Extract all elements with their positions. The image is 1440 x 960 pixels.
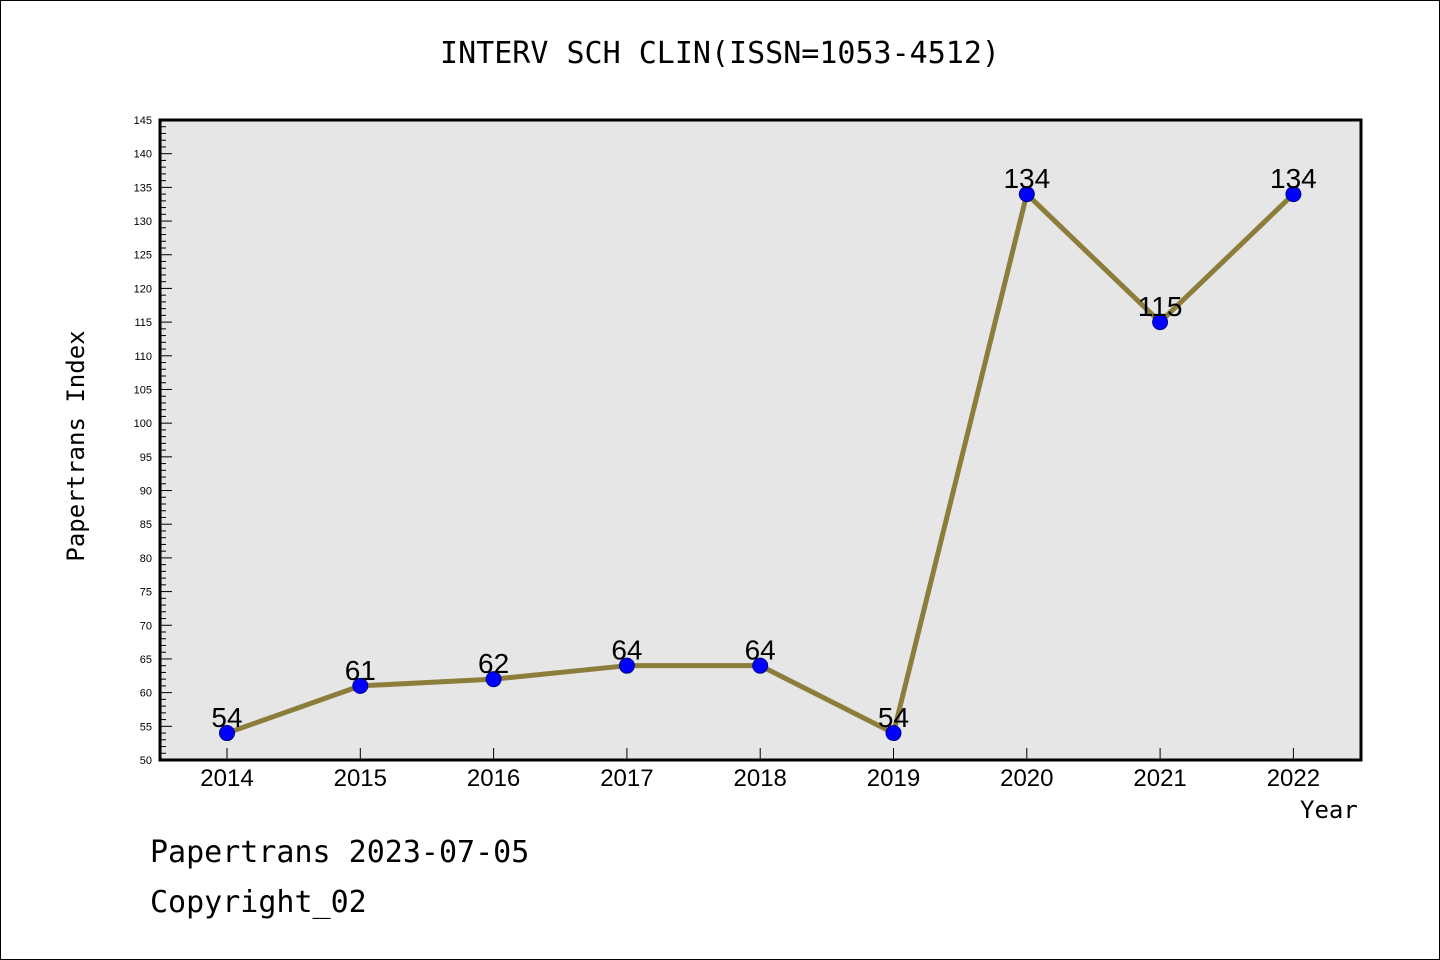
data-label: 62	[478, 648, 509, 679]
footer-date: Papertrans 2023-07-05	[150, 835, 530, 870]
y-tick-label: 145	[134, 115, 152, 127]
data-label: 64	[611, 635, 642, 666]
x-tick-label: 2020	[1000, 765, 1053, 792]
y-tick-label: 140	[134, 149, 152, 161]
y-tick-label: 85	[140, 519, 152, 531]
plot-border	[158, 118, 1363, 762]
y-axis-label: Papertrans Index	[62, 330, 90, 562]
y-tick-label: 105	[134, 384, 152, 396]
x-tick-label: 2017	[600, 765, 653, 792]
x-tick-label: 2022	[1267, 765, 1320, 792]
data-label: 115	[1138, 291, 1183, 322]
data-label: 134	[1270, 163, 1317, 194]
data-label: 54	[211, 702, 242, 733]
y-tick-label: 75	[140, 587, 152, 599]
y-tick-label: 95	[140, 452, 152, 464]
plot-area	[160, 120, 1361, 760]
y-tick-label: 100	[134, 418, 152, 430]
chart-title: INTERV SCH CLIN(ISSN=1053-4512)	[440, 36, 1000, 71]
y-tick-label: 60	[140, 688, 152, 700]
data-point-marker	[485, 671, 502, 688]
data-point-marker	[1152, 314, 1169, 331]
data-point-marker	[885, 725, 902, 742]
y-tick-label: 50	[140, 755, 152, 767]
data-point-marker	[618, 657, 635, 674]
data-label: 64	[745, 635, 776, 666]
x-tick-label: 2016	[467, 765, 520, 792]
x-tick-label: 2021	[1133, 765, 1186, 792]
data-point-marker	[1018, 186, 1035, 203]
y-tick-label: 55	[140, 721, 152, 733]
x-axis: 2014 2015 2016 2017 2018 2019 2020 2021 2022	[200, 748, 1320, 792]
data-point-marker	[219, 725, 235, 742]
x-tick-label: 2014	[200, 765, 253, 792]
x-axis-label: Year	[1300, 796, 1358, 824]
y-tick-label: 65	[140, 654, 152, 666]
y-tick-label: 70	[140, 620, 152, 632]
y-tick-label: 90	[140, 486, 152, 498]
data-label: 61	[345, 655, 376, 686]
x-tick-label: 2018	[734, 765, 787, 792]
data-point-marker	[1285, 186, 1302, 203]
y-tick-label: 80	[140, 553, 152, 565]
y-tick-label: 115	[134, 317, 152, 329]
y-tick-label: 110	[134, 351, 152, 363]
y-tick-label: 120	[134, 283, 152, 295]
data-point-marker	[752, 657, 769, 674]
y-tick-label: 135	[134, 182, 152, 194]
y-tick-label: 130	[134, 216, 152, 228]
y-axis: 50 55 60 65 70 75 80 85 90 95 100 105 110 115 120 125 13…	[134, 115, 172, 767]
data-labels-group: 54 61 62 64 64 54 134 115 134	[211, 163, 1316, 733]
footer-copyright: Copyright_02	[150, 885, 367, 920]
x-tick-label: 2015	[334, 765, 387, 792]
y-tick-label: 125	[134, 250, 152, 262]
data-label: 134	[1003, 163, 1050, 194]
markers-group	[219, 186, 1302, 742]
data-point-marker	[352, 677, 369, 694]
x-tick-label: 2019	[867, 765, 920, 792]
data-label: 54	[878, 702, 909, 733]
